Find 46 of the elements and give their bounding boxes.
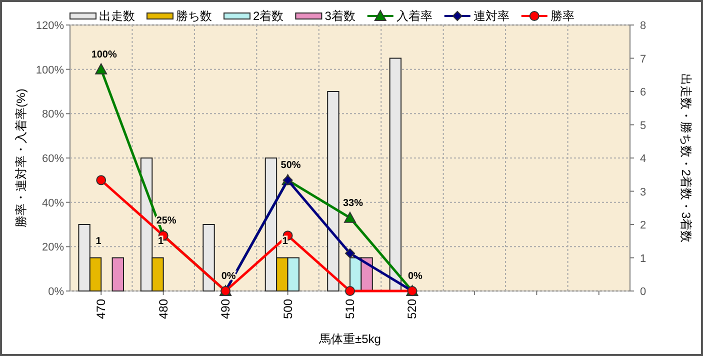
x-tick-label: 500 <box>280 298 295 320</box>
bar <box>389 58 402 292</box>
y-tick-label: 80% <box>42 108 64 121</box>
y-axis-title: 勝率・連対率・入着率(%) <box>14 88 28 228</box>
y-tick-label: 120% <box>36 20 64 32</box>
x-tick-label: 510 <box>343 298 357 320</box>
legend-label: 入着率 <box>396 9 432 23</box>
y2-tick-label: 0 <box>640 286 646 298</box>
x-tick-label: 470 <box>94 298 108 320</box>
bar <box>202 224 215 292</box>
y2-tick-label: 7 <box>640 53 646 66</box>
point <box>96 175 106 186</box>
y-tick-label: 40% <box>42 197 64 210</box>
point <box>344 212 356 223</box>
x-tick-label: 520 <box>405 298 420 320</box>
legend-label: 3着数 <box>324 9 356 23</box>
data-label: 0% <box>408 271 423 282</box>
y2-axis-title: 出走数・勝ち数・2着数・3着数 <box>679 73 693 243</box>
legend-label: 勝ち数 <box>176 9 212 23</box>
legend-label: 2着数 <box>253 9 284 23</box>
x-tick-label: 490 <box>218 298 233 320</box>
y-tick-label: 0% <box>48 286 64 298</box>
legend-label: 出走数 <box>99 9 135 23</box>
y2-tick-label: 2 <box>640 220 646 232</box>
data-label: 50% <box>280 160 301 172</box>
y2-tick-label: 1 <box>640 252 646 265</box>
point <box>345 248 355 258</box>
y2-tick-label: 5 <box>640 120 646 132</box>
point <box>345 286 355 296</box>
y-tick-label: 100% <box>36 64 64 76</box>
legend-label: 勝率 <box>550 9 574 23</box>
data-label: 33% <box>342 198 364 209</box>
legend-label: 連対率 <box>473 9 510 23</box>
y2-tick-label: 6 <box>640 86 646 98</box>
y-tick-label: 20% <box>42 242 64 254</box>
bar <box>327 91 340 292</box>
y2-tick-label: 3 <box>640 186 646 198</box>
point <box>95 63 108 74</box>
bar <box>112 257 124 292</box>
x-tick-label: 480 <box>156 298 170 320</box>
x-axis-title: 馬体重±5kg <box>318 332 381 346</box>
y2-tick-label: 8 <box>640 20 646 32</box>
y-tick-label: 60% <box>42 153 64 165</box>
data-label: 1 <box>96 236 102 247</box>
data-label: 100% <box>91 49 118 60</box>
y2-tick-label: 4 <box>640 153 646 165</box>
